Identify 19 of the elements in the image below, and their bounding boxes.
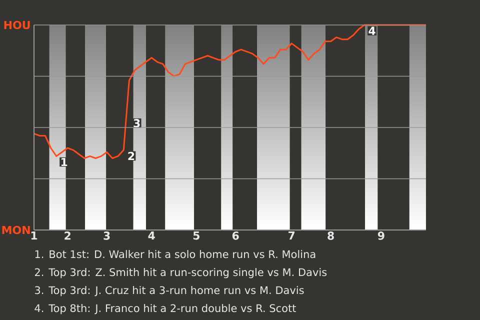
x-tick-label: 3: [104, 232, 110, 240]
text: HOU: [4, 20, 30, 30]
x-tick-label: 7: [288, 232, 295, 240]
x-tick-label: 5: [193, 232, 200, 240]
x-tick-label: 6: [232, 232, 239, 240]
x-tick-label: 9: [378, 232, 384, 240]
x-tick-label: 2: [64, 232, 70, 240]
text: 2. Top 3rd: Z. Smith hit a run-scoring single vs M. Davis: [34, 268, 327, 278]
text: 1. Bot 1st: D. Walker hit a solo home run vs R. Molina: [35, 250, 316, 258]
text: MON: [2, 226, 30, 234]
annotation: 3: [134, 119, 140, 128]
text: 3. Top 3rd: J. Cruz hit a 3-run home run vs M. Davis: [35, 286, 304, 296]
x-tick-label: 1: [31, 232, 38, 240]
x-tick-label: 8: [328, 232, 334, 240]
annotation: 1: [61, 158, 68, 166]
text: 4. Top 8th: J. Franco hit a 2-run double vs R. Scott: [34, 304, 296, 314]
annotation: 4: [368, 26, 376, 35]
x-tick-label: 4: [148, 232, 155, 240]
annotation: 2: [128, 152, 134, 160]
